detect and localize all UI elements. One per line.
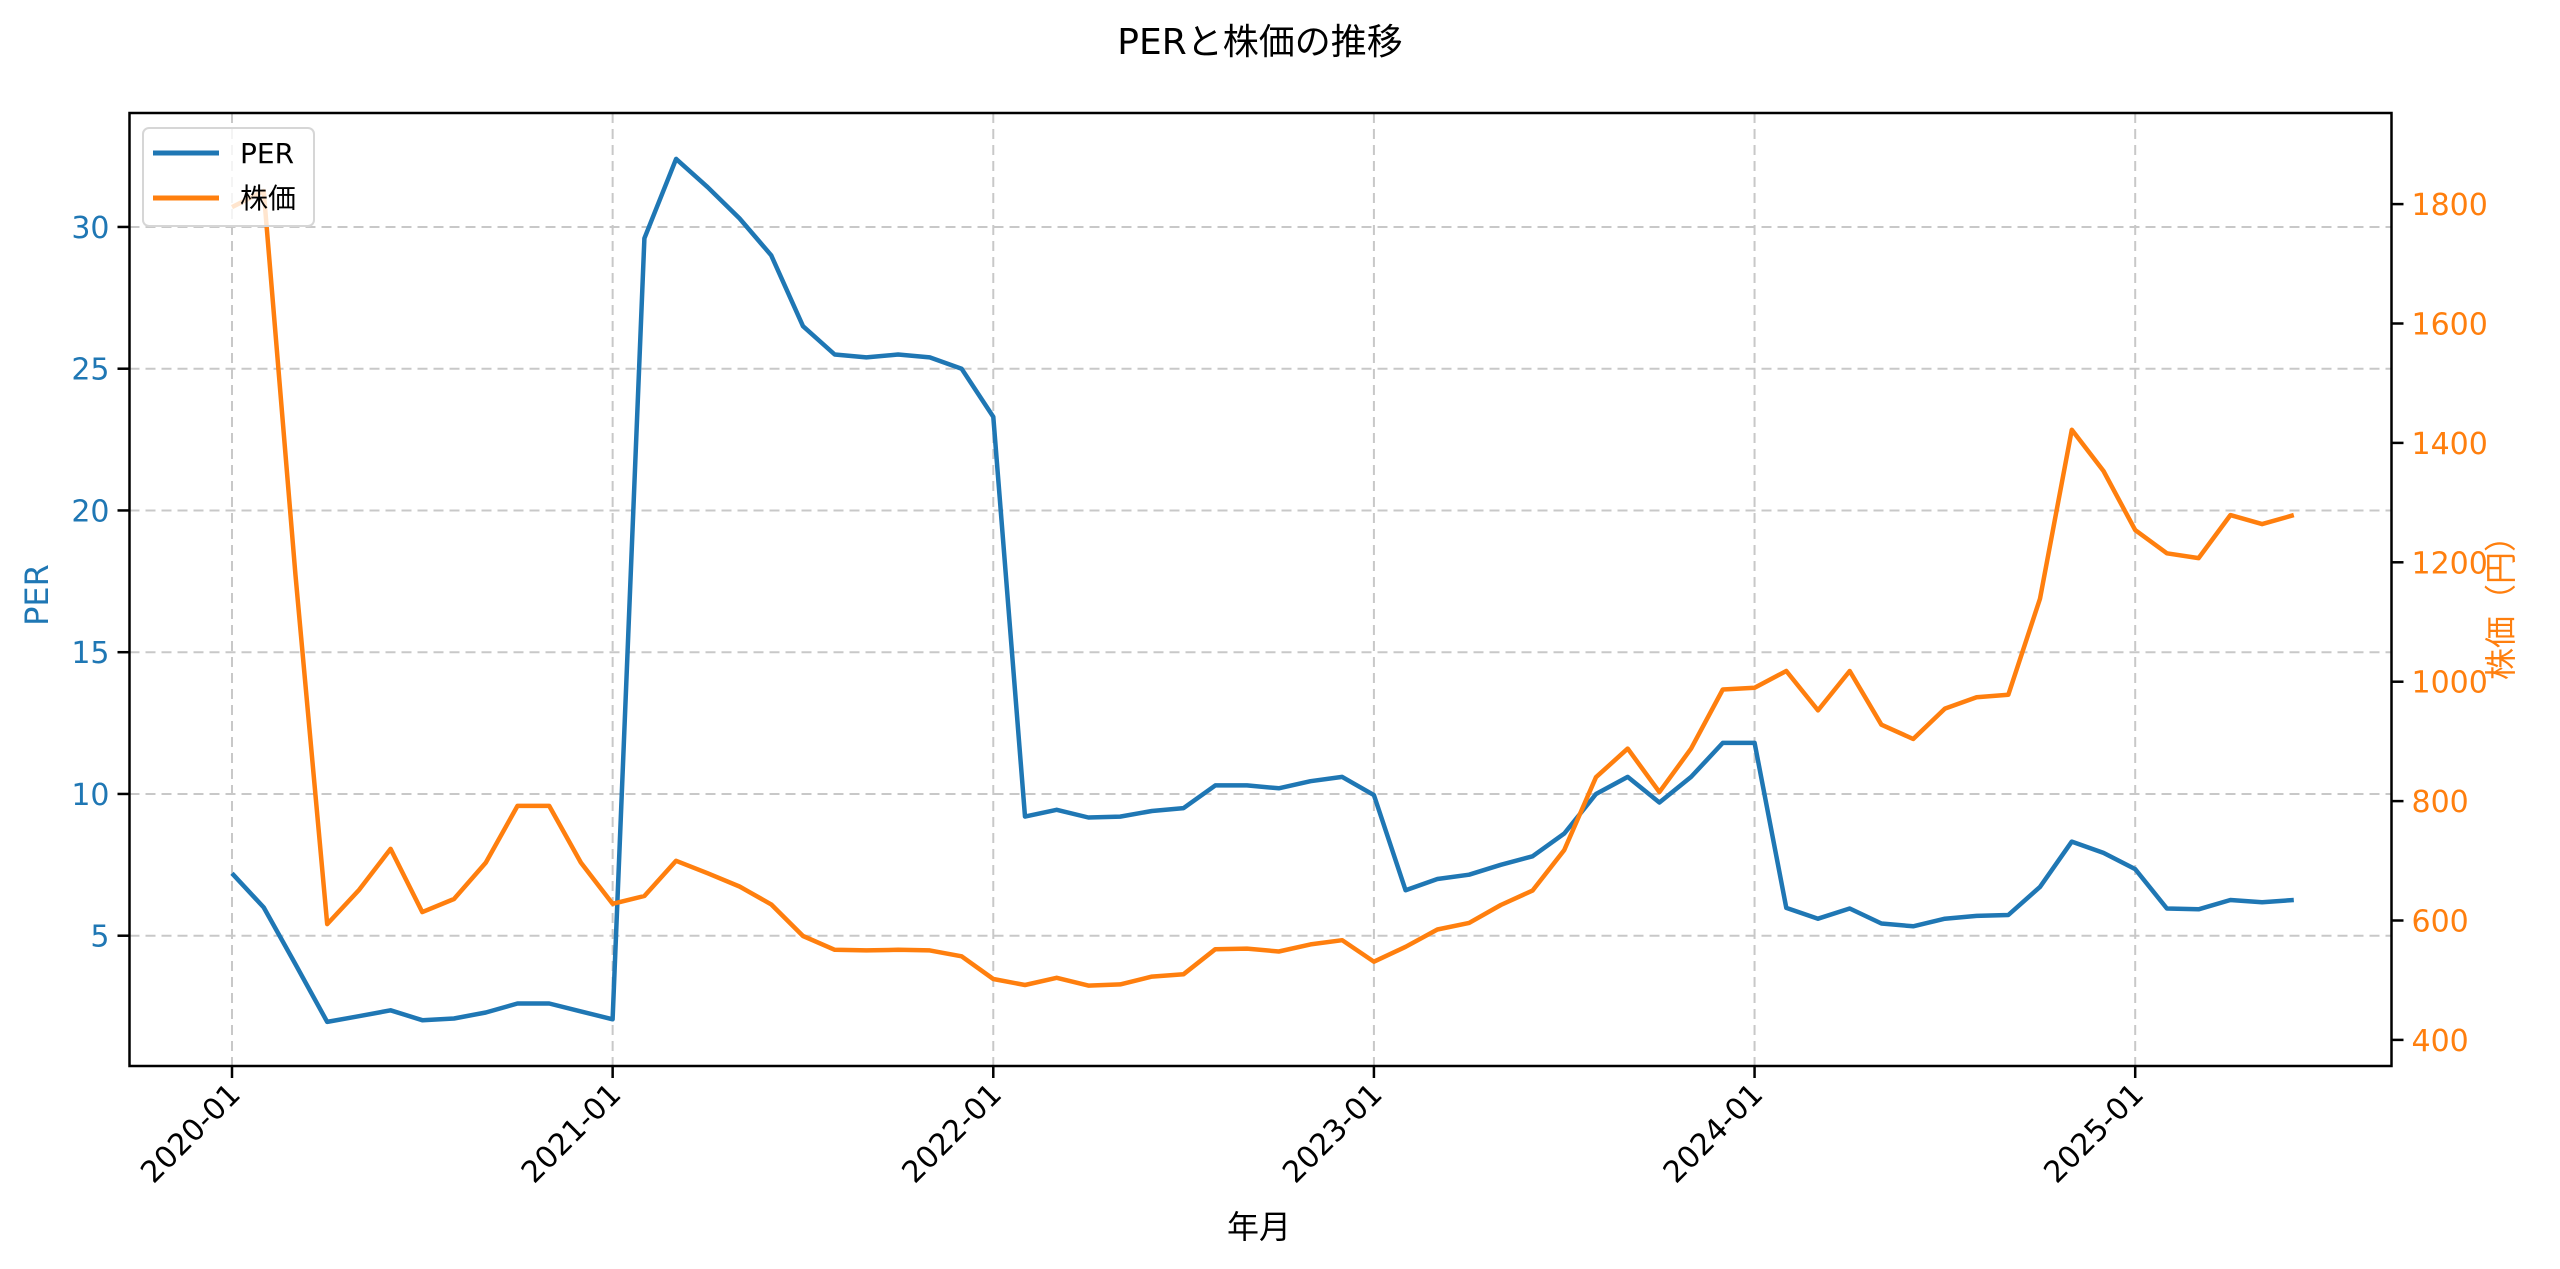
y2-tick-label: 1200 [2412,546,2488,581]
x-tick-label: 2020-01 [134,1077,247,1190]
y2-tick-label: 1000 [2412,666,2488,701]
y-tick-label: 20 [71,494,109,529]
y2-tick-label: 1600 [2412,308,2488,343]
y-tick-label: 15 [71,636,109,671]
y-axis-left-ticks: 5 10 15 20 25 30 [71,211,130,955]
price-line [230,188,2295,988]
y2-tick-label: 1400 [2412,427,2488,462]
y-axis-right-ticks: 400 600 800 1000 1200 1400 1600 1800 [2391,188,2488,1059]
y-axis-left-label: PER [18,564,56,626]
x-tick-label: 2023-01 [1276,1077,1389,1190]
y2-tick-label: 1800 [2412,188,2488,223]
legend: PER 株価 [142,127,315,227]
legend-price-label: 株価 [240,182,296,215]
x-tick-label: 2025-01 [2037,1077,2150,1190]
x-axis-label: 年月 [1227,1208,1291,1246]
y-tick-label: 5 [90,920,109,955]
x-tick-label: 2022-01 [896,1077,1009,1190]
legend-per-label: PER [240,137,294,170]
y-tick-label: 30 [71,211,109,246]
x-axis-ticks: 2020-01 2021-01 2022-01 2023-01 2024-01 2025-… [134,1066,2151,1190]
series-lines [230,156,2295,1025]
plot-frame [128,111,2393,1068]
x-tick-label: 2024-01 [1657,1077,1770,1190]
per-line [230,156,2294,1025]
y-tick-label: 25 [71,353,109,388]
y-tick-label: 10 [71,778,109,813]
y2-tick-label: 800 [2412,785,2469,820]
grid-lines [129,113,2392,1066]
y2-tick-label: 400 [2412,1024,2469,1059]
x-tick-label: 2021-01 [515,1077,628,1190]
y2-tick-label: 600 [2412,905,2469,940]
chart-title: PERと株価の推移 [1117,22,1402,63]
y-axis-right-label: 株価（円） [2482,520,2520,680]
